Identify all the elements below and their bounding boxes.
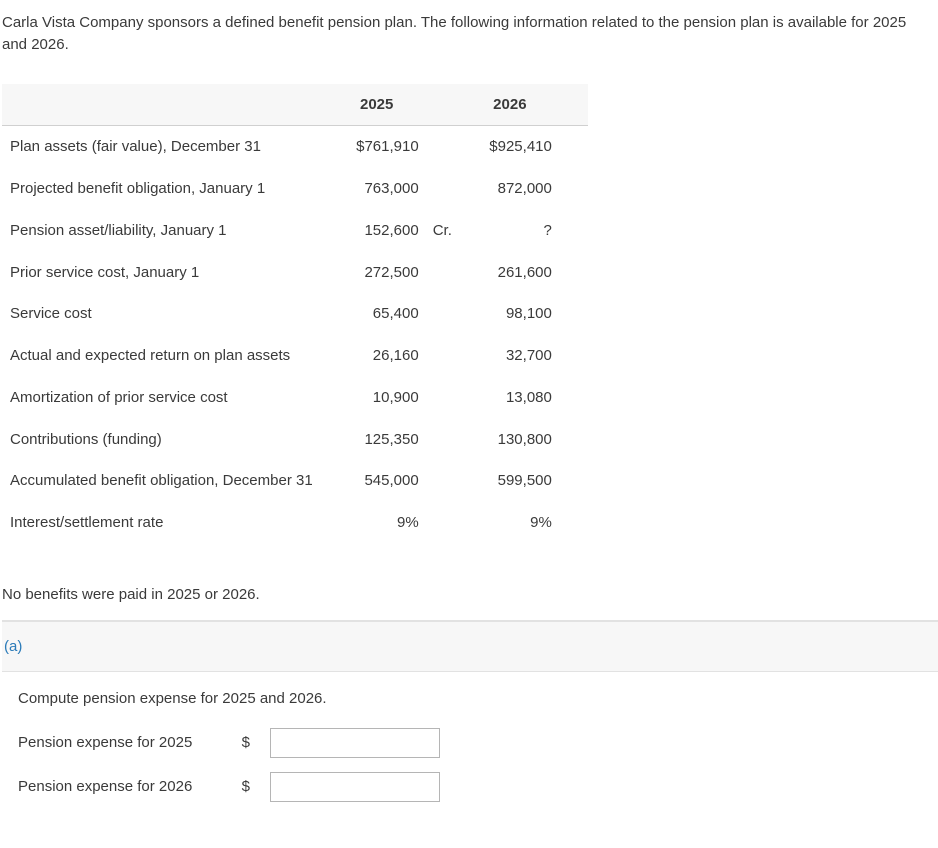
table-row: Service cost65,400 98,100 xyxy=(2,293,588,335)
table-row: Plan assets (fair value), December 31$76… xyxy=(2,126,588,168)
row-val-2025: 152,600 xyxy=(327,210,427,252)
row-label: Actual and expected return on plan asset… xyxy=(2,335,327,377)
row-suffix-2025 xyxy=(427,252,460,294)
table-row: Projected benefit obligation, January 17… xyxy=(2,168,588,210)
part-header: (a) xyxy=(2,621,938,673)
table-row: Amortization of prior service cost10,900… xyxy=(2,377,588,419)
row-label: Contributions (funding) xyxy=(2,419,327,461)
currency-symbol: $ xyxy=(238,776,250,798)
row-suffix-2026 xyxy=(560,419,588,461)
row-val-2025: 763,000 xyxy=(327,168,427,210)
answer-label: Pension expense for 2025 xyxy=(18,732,218,754)
table-row: Pension asset/liability, January 1152,60… xyxy=(2,210,588,252)
part-question: Compute pension expense for 2025 and 202… xyxy=(2,672,938,710)
row-label: Amortization of prior service cost xyxy=(2,377,327,419)
row-label: Prior service cost, January 1 xyxy=(2,252,327,294)
pension-data-table: 2025 2026 Plan assets (fair value), Dece… xyxy=(2,84,588,544)
th-suffix-1 xyxy=(427,84,460,126)
answer-input-2[interactable] xyxy=(270,772,440,802)
th-year-1: 2025 xyxy=(327,84,427,126)
row-suffix-2026 xyxy=(560,293,588,335)
row-suffix-2025 xyxy=(427,126,460,168)
answer-row: Pension expense for 2026 $ xyxy=(18,772,938,802)
row-val-2025: $761,910 xyxy=(327,126,427,168)
table-row: Prior service cost, January 1272,500 261,… xyxy=(2,252,588,294)
row-suffix-2026 xyxy=(560,335,588,377)
row-label: Interest/settlement rate xyxy=(2,502,327,544)
row-val-2026: 599,500 xyxy=(460,460,560,502)
table-row: Actual and expected return on plan asset… xyxy=(2,335,588,377)
row-suffix-2025 xyxy=(427,502,460,544)
row-label: Accumulated benefit obligation, December… xyxy=(2,460,327,502)
row-val-2026: 9% xyxy=(460,502,560,544)
row-suffix-2026 xyxy=(560,168,588,210)
th-blank xyxy=(2,84,327,126)
row-suffix-2025 xyxy=(427,168,460,210)
row-val-2026: ? xyxy=(460,210,560,252)
table-row: Contributions (funding)125,350 130,800 xyxy=(2,419,588,461)
row-suffix-2025 xyxy=(427,377,460,419)
row-val-2026: 98,100 xyxy=(460,293,560,335)
row-suffix-2025 xyxy=(427,335,460,377)
table-row: Accumulated benefit obligation, December… xyxy=(2,460,588,502)
row-suffix-2026 xyxy=(560,377,588,419)
row-val-2026: 130,800 xyxy=(460,419,560,461)
problem-intro: Carla Vista Company sponsors a defined b… xyxy=(2,12,922,56)
row-val-2026: 13,080 xyxy=(460,377,560,419)
row-suffix-2026 xyxy=(560,210,588,252)
row-suffix-2026 xyxy=(560,126,588,168)
row-val-2026: 872,000 xyxy=(460,168,560,210)
table-row: Interest/settlement rate9%9% xyxy=(2,502,588,544)
row-val-2025: 9% xyxy=(327,502,427,544)
row-label: Pension asset/liability, January 1 xyxy=(2,210,327,252)
row-val-2025: 125,350 xyxy=(327,419,427,461)
row-val-2025: 65,400 xyxy=(327,293,427,335)
answer-input-1[interactable] xyxy=(270,728,440,758)
row-val-2025: 272,500 xyxy=(327,252,427,294)
row-val-2026: $925,410 xyxy=(460,126,560,168)
answer-label: Pension expense for 2026 xyxy=(18,776,218,798)
row-suffix-2025: Cr. xyxy=(427,210,460,252)
row-val-2025: 26,160 xyxy=(327,335,427,377)
row-suffix-2025 xyxy=(427,419,460,461)
row-label: Plan assets (fair value), December 31 xyxy=(2,126,327,168)
footnote: No benefits were paid in 2025 or 2026. xyxy=(2,584,938,606)
row-suffix-2026 xyxy=(560,502,588,544)
th-suffix-2 xyxy=(560,84,588,126)
row-val-2026: 261,600 xyxy=(460,252,560,294)
row-suffix-2026 xyxy=(560,460,588,502)
row-val-2025: 545,000 xyxy=(327,460,427,502)
currency-symbol: $ xyxy=(238,732,250,754)
row-suffix-2025 xyxy=(427,293,460,335)
row-suffix-2025 xyxy=(427,460,460,502)
row-val-2025: 10,900 xyxy=(327,377,427,419)
row-label: Service cost xyxy=(2,293,327,335)
part-label: (a) xyxy=(4,638,22,655)
th-year-2: 2026 xyxy=(460,84,560,126)
row-label: Projected benefit obligation, January 1 xyxy=(2,168,327,210)
answer-row: Pension expense for 2025 $ xyxy=(18,728,938,758)
row-val-2026: 32,700 xyxy=(460,335,560,377)
row-suffix-2026 xyxy=(560,252,588,294)
